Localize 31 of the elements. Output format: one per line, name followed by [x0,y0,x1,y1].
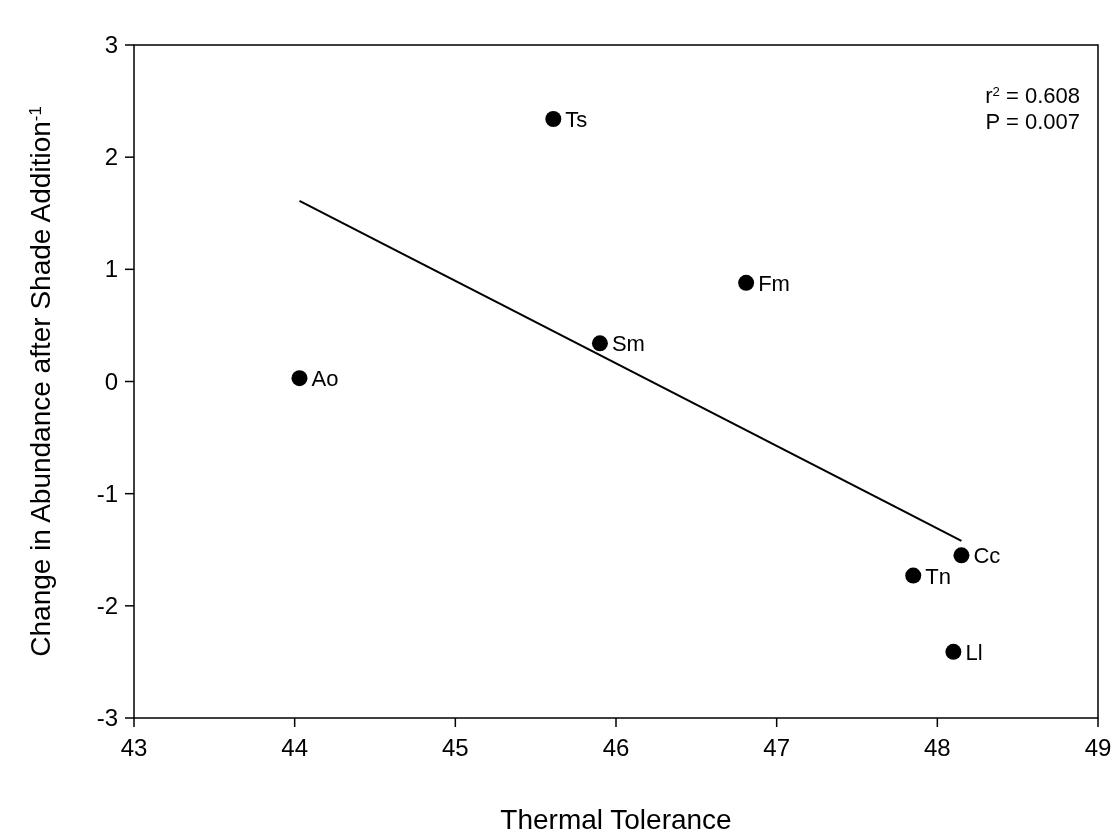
x-tick-label: 49 [1084,734,1112,761]
point [905,567,922,584]
x-tick-label: 48 [923,734,951,761]
x-tick-label: 43 [120,734,148,761]
y-tick-label: 1 [104,255,118,283]
annotation: r$^{2}$ = 0.608 [985,83,1080,108]
y-tick-label: 3 [104,31,118,58]
point [545,111,562,128]
x-tick-label: 47 [763,734,791,761]
annotation: Ao [311,366,339,392]
y-tick-label: -2 [96,591,118,619]
x-tick-label: 45 [441,734,469,761]
point [953,547,970,564]
y-tick-label: -1 [96,479,118,507]
point [591,335,608,352]
annotation: P = 0.007 [985,109,1080,134]
x-axis-title: Thermal Tolerance [500,804,732,835]
annotation: Cc [973,543,1001,569]
annotation: Ll [965,639,983,665]
x-tick-label: 44 [281,734,309,761]
annotation: Fm [758,270,790,296]
annotation: Tn [925,563,951,589]
y-tick-label: 0 [104,367,118,395]
annotation: Ts [565,107,588,133]
point [738,274,755,291]
y-tick-label: 2 [104,143,118,171]
y-tick-label: -3 [96,704,118,731]
point [945,643,962,660]
point [291,370,308,387]
annotation: Sm [611,331,645,357]
x-tick-label: 46 [602,734,630,761]
